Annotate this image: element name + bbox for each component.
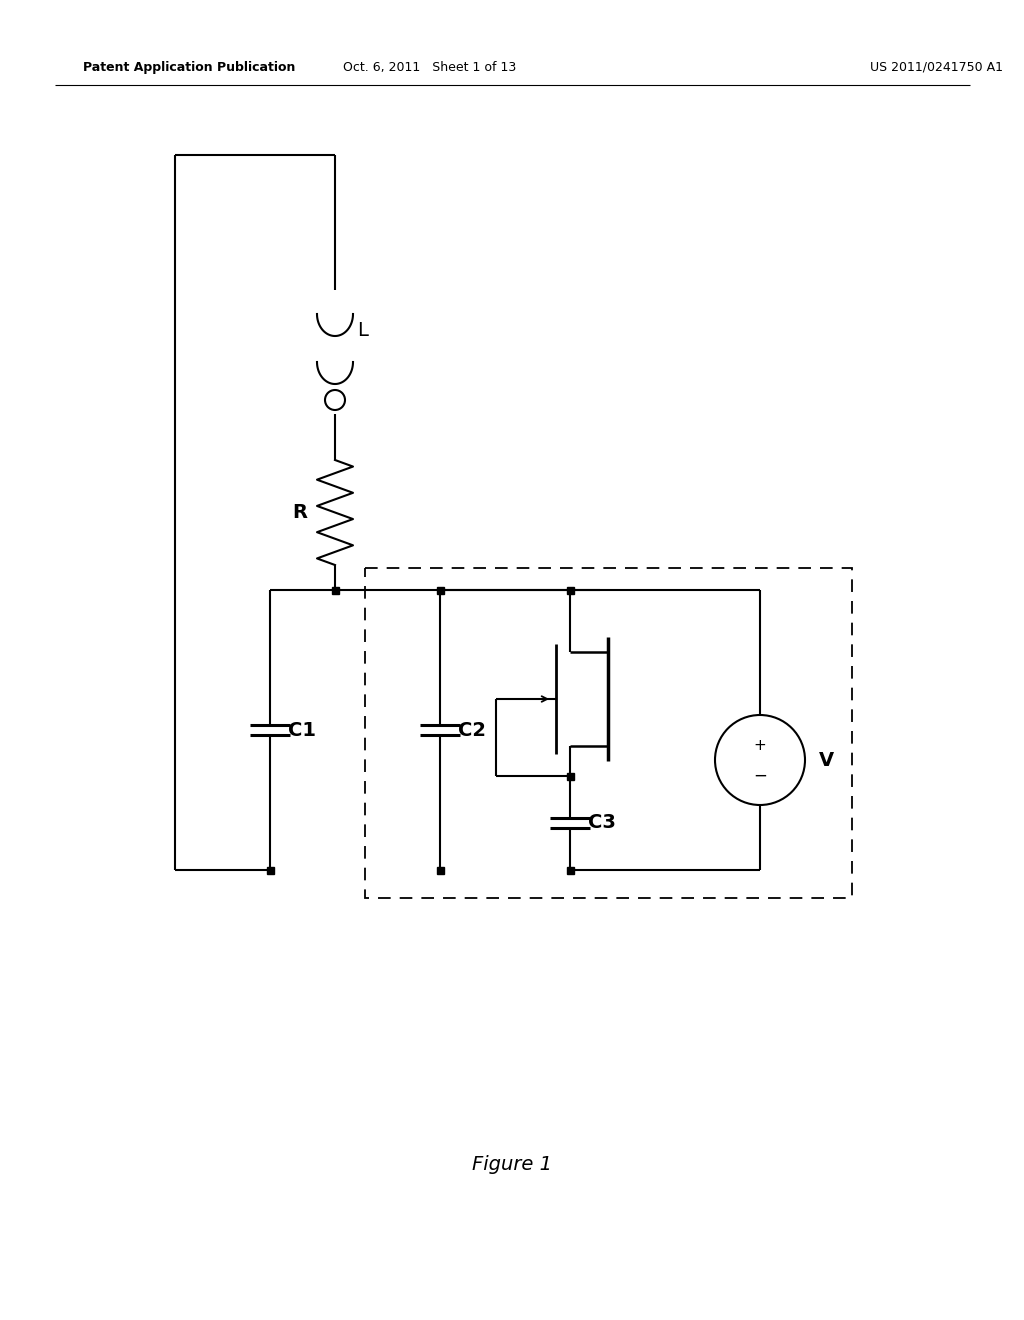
Polygon shape bbox=[436, 586, 443, 594]
Text: Oct. 6, 2011   Sheet 1 of 13: Oct. 6, 2011 Sheet 1 of 13 bbox=[343, 61, 517, 74]
Text: −: − bbox=[753, 767, 767, 785]
Polygon shape bbox=[566, 866, 573, 874]
Polygon shape bbox=[332, 586, 339, 594]
Text: V: V bbox=[819, 751, 835, 770]
Text: C1: C1 bbox=[288, 721, 316, 739]
Polygon shape bbox=[566, 772, 573, 780]
Polygon shape bbox=[436, 866, 443, 874]
Polygon shape bbox=[566, 586, 573, 594]
Text: Patent Application Publication: Patent Application Publication bbox=[83, 61, 295, 74]
Text: +: + bbox=[754, 738, 766, 754]
Text: L: L bbox=[357, 321, 368, 339]
Text: US 2011/0241750 A1: US 2011/0241750 A1 bbox=[870, 61, 1002, 74]
Polygon shape bbox=[266, 866, 273, 874]
Text: C2: C2 bbox=[458, 721, 486, 739]
Text: Figure 1: Figure 1 bbox=[472, 1155, 552, 1175]
Text: C3: C3 bbox=[588, 813, 615, 833]
Text: R: R bbox=[292, 503, 307, 521]
